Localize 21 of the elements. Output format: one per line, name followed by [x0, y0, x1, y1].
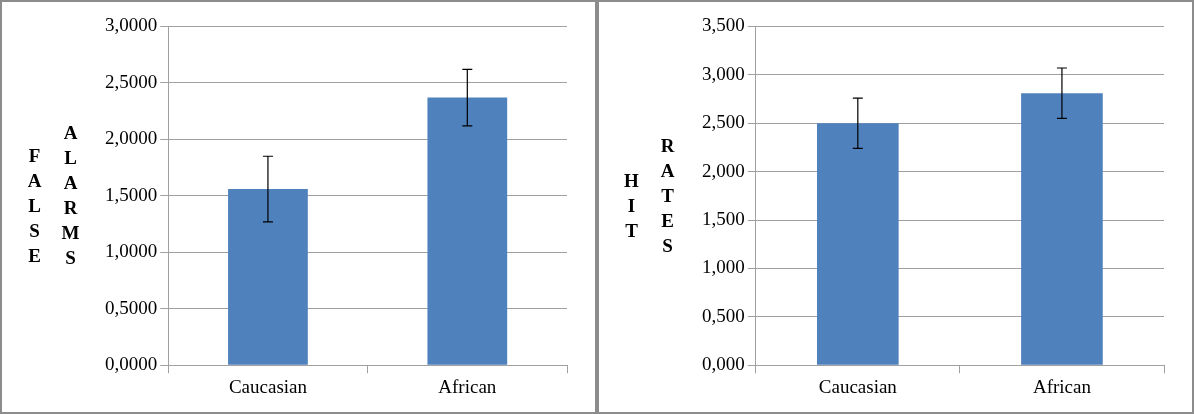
x-tick-label: Caucasian: [228, 375, 308, 397]
y-tick-label: 0,0000: [105, 353, 158, 375]
y-tick-label: 3,000: [702, 62, 745, 84]
y-tick-label: 2,5000: [105, 70, 158, 92]
y-tick-label: 1,000: [702, 256, 745, 278]
y-axis-title: HIT RATES: [620, 134, 678, 260]
y-axis-title: FALSE ALARMS: [23, 122, 81, 272]
y-tick-label: 3,500: [702, 14, 745, 36]
y-tick-label: 0,500: [702, 304, 745, 326]
y-tick-label: 0,000: [702, 353, 745, 375]
y-tick-label: 1,0000: [105, 240, 158, 262]
x-tick-label: African: [1032, 375, 1092, 397]
y-tick-label: 0,5000: [105, 296, 158, 318]
y-tick-label: 2,0000: [105, 127, 158, 149]
y-tick-label: 2,000: [702, 159, 745, 181]
y-tick-label: 2,500: [702, 111, 745, 133]
y-tick-label: 1,5000: [105, 183, 158, 205]
x-tick-label: African: [438, 375, 497, 397]
y-tick-label: 1,500: [702, 207, 745, 229]
x-tick-label: Caucasian: [818, 375, 898, 397]
y-tick-label: 3,0000: [105, 14, 158, 36]
